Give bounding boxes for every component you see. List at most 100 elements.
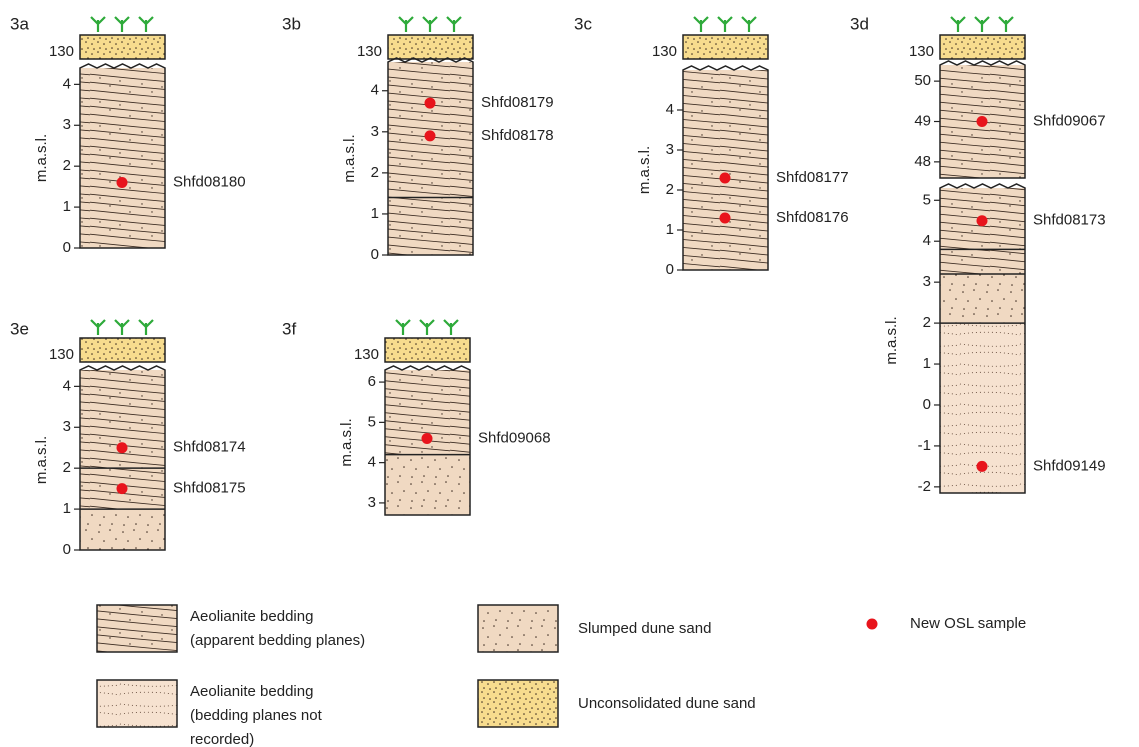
plant-icon	[951, 17, 965, 32]
sample-label: Shfd08180	[173, 174, 246, 191]
tick-label: 3	[666, 141, 674, 158]
legend-swatch	[97, 680, 177, 727]
tick-label: 4	[368, 454, 376, 471]
tick-label: 5	[923, 191, 931, 208]
sample-label: Shfd09149	[1033, 457, 1106, 474]
axis-label: m.a.s.l.	[883, 316, 900, 364]
facies-unit	[80, 68, 165, 248]
osl-sample	[720, 213, 731, 224]
legend-text: (bedding planes not	[190, 707, 323, 724]
diagram: 3a13001234m.a.s.l.Shfd081803b13001234m.a…	[0, 0, 1139, 747]
tick-label: 4	[63, 377, 71, 394]
tick-label: 0	[666, 261, 674, 278]
legend-text: Aeolianite bedding	[190, 683, 313, 700]
osl-sample	[117, 177, 128, 188]
osl-sample	[425, 98, 436, 109]
tick-label: 49	[914, 112, 931, 129]
axis-label: m.a.s.l.	[338, 418, 355, 466]
legend-text: recorded)	[190, 731, 254, 747]
tick-label: 4	[666, 101, 674, 118]
legend-text: New OSL sample	[910, 615, 1026, 632]
top-label: 130	[49, 346, 74, 363]
tick-label: 3	[923, 273, 931, 290]
sample-label: Shfd08175	[173, 480, 246, 497]
osl-sample	[117, 442, 128, 453]
tick-label: 0	[63, 541, 71, 558]
section	[80, 68, 165, 248]
top-label: 130	[652, 43, 677, 60]
legend-text: (apparent bedding planes)	[190, 632, 365, 649]
tick-label: 2	[63, 459, 71, 476]
sample-label: Shfd09067	[1033, 112, 1106, 129]
unconsolidated-sand	[80, 338, 165, 362]
tick-label: 2	[63, 157, 71, 174]
top-label: 130	[909, 43, 934, 60]
column-label: 3b	[282, 14, 301, 33]
facies-unit	[940, 249, 1025, 274]
unconsolidated-sand	[80, 35, 165, 59]
column-label: 3d	[850, 14, 869, 33]
tick-label: 48	[914, 153, 931, 170]
osl-sample	[977, 461, 988, 472]
plant-icon	[399, 17, 413, 32]
axis-label: m.a.s.l.	[33, 436, 50, 484]
sample-label: Shfd08176	[776, 209, 849, 226]
section	[388, 62, 473, 255]
plant-icon	[139, 17, 153, 32]
plant-icon	[975, 17, 989, 32]
facies-unit	[940, 274, 1025, 323]
osl-sample	[422, 433, 433, 444]
plant-icon	[115, 17, 129, 32]
legend-text: Unconsolidated dune sand	[578, 695, 756, 712]
plant-icon	[999, 17, 1013, 32]
tick-label: 50	[914, 72, 931, 89]
legend-text: Slumped dune sand	[578, 620, 711, 637]
unconsolidated-sand	[683, 35, 768, 59]
facies-unit	[80, 370, 165, 468]
unconsolidated-sand	[940, 35, 1025, 59]
column-label: 3f	[282, 319, 296, 338]
column-label: 3a	[10, 14, 29, 33]
osl-sample	[720, 173, 731, 184]
tick-label: 3	[371, 123, 379, 140]
tick-label: 1	[666, 221, 674, 238]
axis-label: m.a.s.l.	[33, 134, 50, 182]
tick-label: 4	[371, 82, 379, 99]
section	[80, 370, 165, 550]
plant-icon	[91, 320, 105, 335]
top-label: 130	[354, 346, 379, 363]
osl-sample	[977, 215, 988, 226]
tick-label: 3	[63, 116, 71, 133]
tick-label: 0	[371, 246, 379, 263]
facies-unit	[80, 509, 165, 550]
legend-swatch	[478, 680, 558, 727]
tick-label: 1	[923, 355, 931, 372]
tick-label: 2	[923, 314, 931, 331]
tick-label: 1	[63, 500, 71, 517]
tick-label: 0	[63, 239, 71, 256]
facies-unit	[388, 62, 473, 198]
osl-sample	[425, 130, 436, 141]
legend-swatch	[478, 605, 558, 652]
legend-swatch	[97, 605, 177, 652]
tick-label: 1	[63, 198, 71, 215]
sample-label: Shfd08173	[1033, 212, 1106, 229]
tick-label: 5	[368, 413, 376, 430]
facies-unit	[388, 198, 473, 255]
plant-icon	[694, 17, 708, 32]
legend-text: Aeolianite bedding	[190, 608, 313, 625]
tick-label: 6	[368, 373, 376, 390]
plant-icon	[423, 17, 437, 32]
osl-sample	[117, 483, 128, 494]
plant-icon	[396, 320, 410, 335]
axis-label: m.a.s.l.	[341, 134, 358, 182]
plant-icon	[447, 17, 461, 32]
tick-label: 1	[371, 205, 379, 222]
tick-label: -2	[918, 478, 931, 495]
sample-label: Shfd08178	[481, 127, 554, 144]
tick-label: 3	[368, 494, 376, 511]
sample-label: Shfd08177	[776, 169, 849, 186]
unconsolidated-sand	[385, 338, 470, 362]
plant-icon	[91, 17, 105, 32]
axis-label: m.a.s.l.	[636, 146, 653, 194]
